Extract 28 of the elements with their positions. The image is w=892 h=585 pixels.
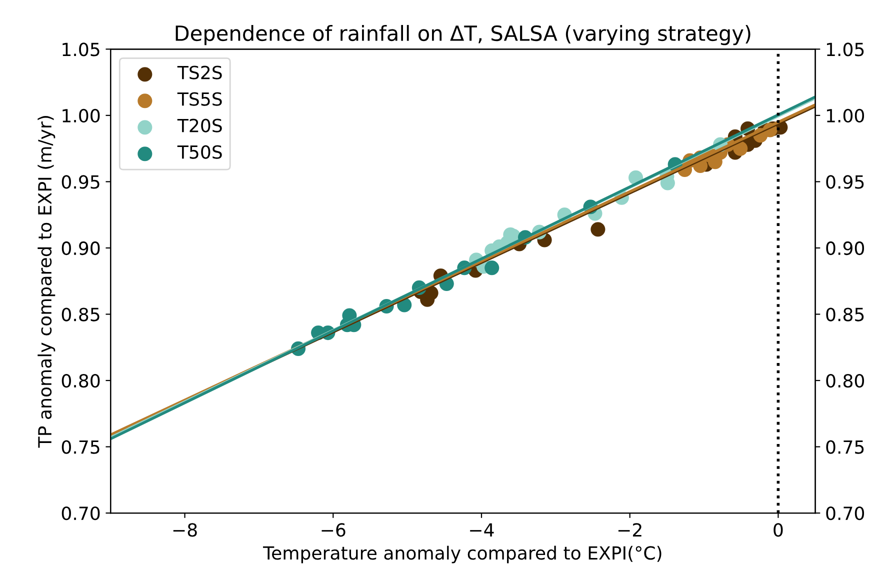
y-tick-label: 0.75 — [62, 440, 100, 454]
y2-tick-label: 0.95 — [826, 175, 864, 189]
legend-label: T20S — [177, 118, 222, 132]
chart-title: Dependence of rainfall on ΔT, SALSA (varying strategy) — [176, 24, 750, 46]
legend-label: TS5S — [177, 92, 222, 106]
legend-label: TS2S — [177, 66, 222, 80]
x-tick-label: −2 — [618, 523, 642, 536]
y-tick-label: 0.95 — [62, 175, 100, 189]
x-tick-label: 0 — [774, 523, 783, 537]
y-tick-label: 1.00 — [62, 108, 100, 123]
y-tick-label: 1.05 — [62, 42, 100, 56]
y-tick-label: 0.80 — [62, 374, 100, 388]
y-tick-label: 0.85 — [62, 308, 100, 322]
y-axis-title: TP anomaly compared to EXPI (m/yr) — [38, 116, 56, 448]
x-tick-label: −6 — [322, 523, 346, 537]
x-tick-label: −8 — [173, 523, 197, 537]
legend-label: T50S — [177, 145, 222, 159]
y-tick-label: 0.70 — [62, 506, 100, 520]
y2-tick-label: 1.00 — [826, 108, 864, 123]
y2-tick-label: 0.90 — [826, 241, 864, 256]
x-tick-label: −4 — [470, 523, 494, 536]
x-axis-title: Temperature anomaly compared to EXPI(°C) — [263, 546, 662, 564]
y2-tick-label: 0.70 — [826, 506, 864, 520]
y-tick-label: 0.90 — [62, 241, 100, 256]
y2-tick-label: 0.80 — [826, 374, 864, 388]
y2-tick-label: 1.05 — [826, 42, 864, 56]
y2-tick-label: 0.85 — [826, 308, 864, 322]
y2-tick-label: 0.75 — [826, 440, 864, 454]
